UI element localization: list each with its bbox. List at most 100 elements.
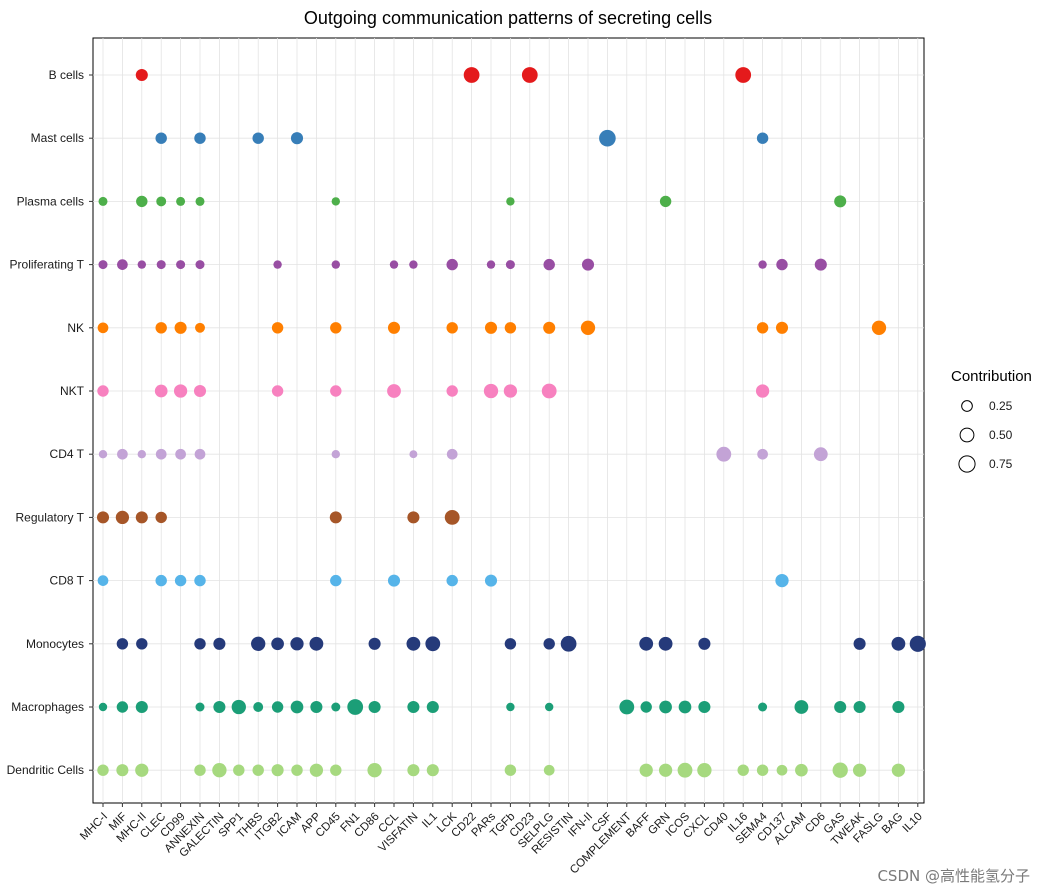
data-point bbox=[97, 322, 109, 334]
data-point bbox=[195, 702, 205, 712]
data-point bbox=[504, 322, 517, 334]
data-point bbox=[117, 259, 128, 270]
data-point bbox=[174, 574, 187, 587]
data-point bbox=[775, 321, 789, 334]
data-point bbox=[271, 764, 284, 777]
data-point bbox=[871, 320, 887, 335]
data-point bbox=[543, 638, 555, 650]
data-point bbox=[677, 762, 693, 778]
data-points bbox=[96, 67, 926, 778]
data-point bbox=[368, 637, 381, 650]
legend-key-circle bbox=[959, 427, 975, 443]
data-point bbox=[409, 260, 418, 269]
data-point bbox=[96, 511, 110, 524]
data-point bbox=[697, 763, 712, 778]
data-point bbox=[331, 702, 341, 712]
data-point bbox=[213, 700, 226, 714]
data-point bbox=[541, 383, 557, 399]
data-point bbox=[194, 764, 206, 776]
data-point bbox=[155, 132, 167, 144]
data-point bbox=[389, 260, 399, 269]
data-point bbox=[640, 701, 652, 713]
data-point bbox=[233, 764, 245, 776]
data-point bbox=[716, 446, 732, 462]
data-point bbox=[291, 764, 303, 776]
data-point bbox=[599, 129, 616, 147]
data-point bbox=[252, 132, 264, 144]
data-point bbox=[387, 384, 401, 398]
y-tick-label: B cells bbox=[49, 68, 84, 82]
data-point bbox=[658, 636, 673, 651]
data-point bbox=[98, 702, 108, 712]
data-point bbox=[407, 764, 420, 777]
data-point bbox=[212, 763, 227, 778]
data-point bbox=[271, 322, 284, 334]
data-point bbox=[463, 67, 480, 83]
data-point bbox=[155, 322, 167, 334]
data-point bbox=[545, 702, 554, 712]
data-point bbox=[98, 260, 108, 270]
data-point bbox=[852, 763, 867, 777]
data-point bbox=[156, 260, 166, 270]
data-point bbox=[503, 384, 518, 398]
data-point bbox=[543, 258, 555, 271]
data-point bbox=[176, 196, 186, 206]
data-point bbox=[135, 511, 148, 524]
data-point bbox=[137, 260, 146, 269]
data-point bbox=[175, 448, 186, 460]
data-point bbox=[116, 701, 129, 713]
data-point bbox=[387, 321, 401, 334]
data-point bbox=[115, 510, 130, 525]
data-point bbox=[639, 763, 653, 777]
data-point bbox=[891, 636, 906, 651]
y-axis: B cells Mast cells Plasma cells Proliferati… bbox=[7, 68, 93, 777]
data-point bbox=[758, 260, 767, 269]
data-point bbox=[331, 450, 340, 459]
data-point bbox=[543, 321, 556, 334]
data-point bbox=[251, 636, 266, 651]
data-point bbox=[195, 322, 205, 333]
data-point bbox=[698, 637, 711, 650]
data-point bbox=[795, 763, 808, 777]
data-point bbox=[853, 637, 866, 650]
data-point bbox=[504, 764, 517, 776]
legend-key-label: 0.25 bbox=[989, 399, 1013, 413]
data-point bbox=[331, 197, 340, 206]
data-point bbox=[252, 764, 264, 776]
data-point bbox=[678, 700, 692, 714]
data-point bbox=[135, 763, 149, 777]
data-point bbox=[504, 638, 517, 650]
data-point bbox=[231, 699, 246, 715]
data-point bbox=[156, 196, 167, 207]
x-tick-label: MHC-I bbox=[78, 811, 110, 843]
y-tick-label: Monocytes bbox=[26, 637, 84, 651]
data-point bbox=[639, 636, 654, 651]
data-point bbox=[290, 700, 304, 714]
data-point bbox=[116, 638, 129, 650]
data-point bbox=[834, 700, 847, 714]
data-point bbox=[273, 260, 282, 269]
data-point bbox=[794, 700, 809, 714]
data-point bbox=[135, 68, 148, 82]
x-axis: MHC-IMIFMHC-IICLECCD99ANNEXINGALECTINSPP… bbox=[78, 803, 925, 877]
y-tick-label: Plasma cells bbox=[17, 194, 84, 208]
data-point bbox=[154, 384, 168, 398]
y-tick-label: Macrophages bbox=[11, 700, 84, 714]
data-point bbox=[290, 132, 304, 145]
data-point bbox=[253, 702, 264, 712]
data-point bbox=[155, 574, 167, 587]
watermark: CSDN @高性能氢分子 bbox=[877, 867, 1030, 885]
data-point bbox=[444, 509, 460, 525]
data-point bbox=[137, 450, 146, 459]
legend-key-label: 0.50 bbox=[989, 428, 1013, 442]
data-point bbox=[891, 763, 906, 777]
x-tick-label: BAG bbox=[880, 811, 906, 837]
data-point bbox=[367, 763, 382, 778]
data-point bbox=[521, 67, 538, 83]
data-point bbox=[98, 196, 108, 206]
data-point bbox=[329, 511, 342, 524]
legend-title: Contribution bbox=[951, 368, 1032, 385]
data-point bbox=[776, 764, 788, 776]
y-tick-label: Regulatory T bbox=[16, 510, 85, 524]
data-point bbox=[892, 700, 905, 714]
